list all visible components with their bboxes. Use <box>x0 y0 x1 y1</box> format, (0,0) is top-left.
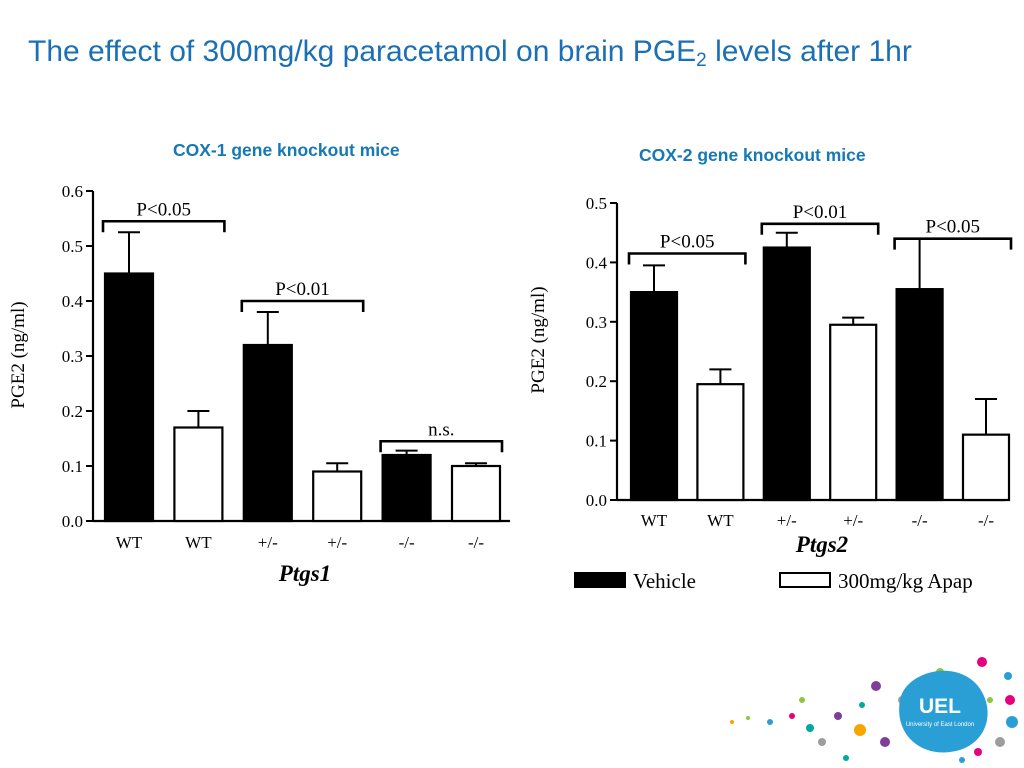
apap-bar <box>312 470 363 523</box>
category-label: +/- <box>777 511 797 530</box>
y-tick-label: 0.1 <box>62 457 83 476</box>
vehicle-bar <box>629 291 679 502</box>
category-label: -/- <box>978 511 994 530</box>
title-text-rest: levels after 1hr <box>706 35 912 68</box>
vehicle-bar <box>762 246 811 502</box>
logo-text: UEL <box>919 695 961 718</box>
category-label: -/- <box>399 533 415 552</box>
apap-bar <box>450 464 502 523</box>
significance-label: P<0.01 <box>275 279 330 300</box>
logo-dot <box>977 657 987 667</box>
left-panel-heading: COX-1 gene knockout mice <box>173 140 400 160</box>
category-label: WT <box>707 511 734 530</box>
y-tick-label: 0.0 <box>586 491 607 510</box>
y-tick-label: 0.1 <box>586 432 607 451</box>
logo-dot <box>987 697 993 703</box>
significance-label: n.s. <box>428 419 454 440</box>
y-tick-label: 0.0 <box>62 512 83 531</box>
significance-bracket <box>627 252 747 265</box>
category-label: +/- <box>258 533 278 552</box>
logo-dot <box>1004 672 1012 680</box>
logo-dot <box>730 720 734 724</box>
legend-swatch <box>574 572 626 588</box>
category-label: WT <box>185 533 212 552</box>
significance-bracket <box>240 299 365 312</box>
logo-dot <box>818 738 826 746</box>
vehicle-bar <box>242 343 293 523</box>
legend-label: Vehicle <box>633 569 696 593</box>
apap-bar <box>829 323 878 502</box>
y-tick-label: 0.2 <box>586 372 607 391</box>
legend-label: 300mg/kg Apap <box>838 569 973 593</box>
y-tick-label: 0.3 <box>62 347 83 366</box>
apap-bar <box>961 433 1011 502</box>
logo-dot <box>806 724 814 732</box>
x-axis-label: Ptgs1 <box>278 561 331 586</box>
logo-dot <box>799 697 805 703</box>
logo-subtext: University of East London <box>906 722 974 728</box>
logo-dot <box>834 712 842 720</box>
y-tick-label: 0.4 <box>586 253 608 272</box>
significance-label: P<0.05 <box>926 217 981 238</box>
category-label: +/- <box>327 533 347 552</box>
logo-dot <box>995 737 1005 747</box>
significance-bracket <box>760 222 880 235</box>
significance-bracket <box>893 237 1013 250</box>
category-label: WT <box>641 511 668 530</box>
logo-dot <box>1005 695 1015 705</box>
significance-bracket <box>379 439 504 453</box>
significance-label: P<0.05 <box>660 231 715 252</box>
x-axis-label: Ptgs2 <box>795 532 848 557</box>
y-tick-label: 0.5 <box>586 194 607 213</box>
significance-label: P<0.05 <box>136 199 191 220</box>
y-tick-label: 0.3 <box>586 313 607 332</box>
logo-dot <box>859 702 865 708</box>
apap-bar <box>696 383 745 502</box>
significance-bracket <box>101 219 226 233</box>
logo-dot <box>854 724 866 736</box>
logo-dot <box>746 716 750 720</box>
logo-blob <box>899 670 988 753</box>
logo-dot <box>789 713 795 719</box>
logo-dot <box>1006 716 1018 728</box>
logo-dot <box>880 737 890 747</box>
title-subscript: 2 <box>696 50 707 71</box>
significance-label: P<0.01 <box>793 202 848 223</box>
logo-dot <box>843 755 849 761</box>
y-tick-label: 0.5 <box>62 237 83 256</box>
logo-dot <box>871 681 881 691</box>
legend-swatch <box>779 572 831 588</box>
category-label: -/- <box>912 511 928 530</box>
y-axis-label: PGE2 (ng/ml) <box>8 301 29 408</box>
vehicle-bar <box>103 272 155 523</box>
category-label: +/- <box>843 511 863 530</box>
y-axis-label: PGE2 (ng/ml) <box>528 286 549 393</box>
logo-dot <box>974 748 982 756</box>
logo-dot <box>767 719 773 725</box>
vehicle-bar <box>381 453 432 523</box>
y-tick-label: 0.4 <box>62 292 84 311</box>
y-tick-label: 0.2 <box>62 402 83 421</box>
right-panel-heading: COX-2 gene knockout mice <box>639 145 866 165</box>
category-label: -/- <box>468 533 484 552</box>
category-label: WT <box>116 533 143 552</box>
title-text: The effect of 300mg/kg paracetamol on br… <box>28 35 697 68</box>
y-tick-label: 0.6 <box>62 182 83 201</box>
vehicle-bar <box>895 288 944 502</box>
logo-dot <box>959 757 965 763</box>
apap-bar <box>173 426 224 523</box>
slide-title: The effect of 300mg/kg paracetamol on br… <box>28 32 1008 72</box>
